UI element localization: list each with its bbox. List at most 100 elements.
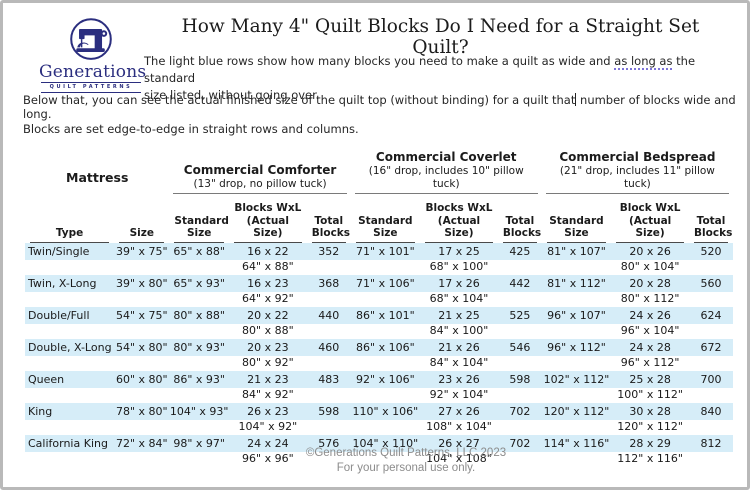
page-footer: ©Generations Quilt Patterns, LLC 2023 Fo… xyxy=(53,446,747,476)
empty-cell xyxy=(689,259,733,275)
coverlet-actual-size-cell: 108" x 104" xyxy=(420,419,498,435)
column-header-coverlet-total-blocks: Total Blocks xyxy=(498,195,542,243)
column-header-label-size: Size xyxy=(119,227,165,243)
column-header-label-type: Type xyxy=(30,227,110,243)
empty-cell xyxy=(114,355,170,371)
comforter-standard-size-cell: 104" x 93" xyxy=(169,402,229,420)
comforter-actual-size-cell: 64" x 92" xyxy=(228,291,307,307)
quilt-blocks-table: Mattress Commercial Comforter (13" drop,… xyxy=(25,150,733,467)
intro2-text-before: Below that, you can see the actual finis… xyxy=(23,93,576,107)
bedspread-actual-size-cell: 80" x 104" xyxy=(611,259,690,275)
header-line: Size xyxy=(373,227,398,239)
column-header-label-bedspread-total-blocks: Total Blocks xyxy=(694,215,732,243)
empty-cell xyxy=(306,355,351,371)
empty-cell xyxy=(689,387,733,403)
header-line: Blocks xyxy=(311,227,351,239)
coverlet-total-blocks-cell: 598 xyxy=(497,370,542,388)
empty-cell xyxy=(541,323,612,339)
comforter-total-blocks-cell: 598 xyxy=(306,402,351,420)
empty-cell xyxy=(541,355,612,371)
bedspread-total-blocks-cell: 560 xyxy=(689,274,733,292)
comforter-actual-size-cell: 80" x 92" xyxy=(228,355,307,371)
empty-cell xyxy=(114,323,170,339)
comforter-standard-size-cell: 80" x 88" xyxy=(169,306,229,324)
header-line: Standard xyxy=(174,214,229,227)
comforter-blocks-wxl-cell: 24 x 24 xyxy=(228,434,307,452)
empty-cell xyxy=(169,387,229,403)
comforter-total-blocks-cell: 368 xyxy=(306,274,351,292)
coverlet-standard-size-cell: 92" x 106" xyxy=(350,370,421,388)
empty-cell xyxy=(350,323,421,339)
bedspread-blocks-wxl-cell: 24 x 28 xyxy=(611,338,690,356)
group-title-coverlet: Commercial Coverlet xyxy=(375,150,517,164)
coverlet-blocks-wxl-cell: 21 x 25 xyxy=(420,306,498,324)
bedspread-total-blocks-cell: 840 xyxy=(689,402,733,420)
empty-cell xyxy=(350,387,421,403)
comforter-blocks-wxl-cell: 20 x 22 xyxy=(228,306,307,324)
empty-cell xyxy=(689,419,733,435)
column-header-type: Type xyxy=(25,195,114,243)
comforter-standard-size-cell: 80" x 93" xyxy=(169,338,229,356)
copyright-text: ©Generations Quilt Patterns, LLC 2023 xyxy=(305,447,507,459)
comforter-standard-size-cell: 65" x 88" xyxy=(169,242,229,260)
empty-cell xyxy=(497,387,542,403)
column-header-bedspread-standard-size: Standard Size xyxy=(542,195,611,243)
mattress-type-cell: Double, X-Long xyxy=(25,338,115,356)
empty-cell xyxy=(25,323,115,339)
table-row-king: King 78" x 80" 104" x 93" 26 x 23 598 110" x … xyxy=(25,402,733,420)
empty-cell xyxy=(169,259,229,275)
table-row-actual-twin-single: 64" x 88" 68" x 100" 80" x 104" xyxy=(25,259,733,275)
mattress-size-cell: 39" x 75" xyxy=(114,242,170,260)
intro1-text-after: the standard xyxy=(144,54,696,85)
table-row-california-king: California King 72" x 84" 98" x 97" 24 x 24… xyxy=(25,434,733,452)
bedspread-standard-size-cell: 96" x 107" xyxy=(541,306,612,324)
logo-wordmark: Generations xyxy=(39,62,147,82)
empty-cell xyxy=(350,259,421,275)
bedspread-standard-size-cell: 120" x 112" xyxy=(541,402,612,420)
bedspread-actual-size-cell: 100" x 112" xyxy=(611,387,690,403)
group-subtitle-comforter: (13" drop, no pillow tuck) xyxy=(173,178,347,194)
bedspread-actual-size-cell: 80" x 112" xyxy=(611,291,690,307)
intro-paragraph-3[interactable]: Blocks are set edge-to-edge in straight … xyxy=(23,122,359,136)
group-title-bedspread: Commercial Bedspread xyxy=(559,150,716,164)
bedspread-blocks-wxl-cell: 24 x 26 xyxy=(611,306,690,324)
coverlet-actual-size-cell: 92" x 104" xyxy=(420,387,498,403)
bedspread-total-blocks-cell: 672 xyxy=(689,338,733,356)
table-row-double-x-long: Double, X-Long 54" x 80" 80" x 93" 20 x 23 4… xyxy=(25,338,733,356)
intro2-text-after: number of blocks wide and long. xyxy=(23,93,736,121)
empty-cell xyxy=(169,355,229,371)
comforter-actual-size-cell: 84" x 92" xyxy=(228,387,307,403)
empty-cell xyxy=(350,419,421,435)
empty-cell xyxy=(169,323,229,339)
coverlet-blocks-wxl-cell: 26 x 27 xyxy=(420,434,498,452)
coverlet-total-blocks-cell: 525 xyxy=(497,306,542,324)
comforter-total-blocks-cell: 352 xyxy=(306,242,351,260)
bedspread-actual-size-cell: 96" x 112" xyxy=(611,355,690,371)
table-row-actual-california-king: 96" x 96" 104" x 108" 112" x 116" xyxy=(25,451,733,467)
column-header-coverlet-standard-size: Standard Size xyxy=(351,195,420,243)
table-row-actual-double-x-long: 80" x 92" 84" x 104" 96" x 112" xyxy=(25,355,733,371)
empty-cell xyxy=(541,291,612,307)
intro-paragraph-2[interactable]: Below that, you can see the actual finis… xyxy=(23,93,738,121)
group-subtitle-coverlet: (16" drop, includes 10" pillow tuck) xyxy=(354,165,538,194)
column-header-bedspread-blocks: Block WxL (Actual Size) xyxy=(611,195,689,243)
header-line: Type xyxy=(55,227,84,239)
bedspread-actual-size-cell: 96" x 104" xyxy=(611,323,690,339)
column-header-label-comforter-blocks: Blocks WxL (Actual Size) xyxy=(233,202,302,243)
comforter-standard-size-cell: 86" x 93" xyxy=(169,370,229,388)
empty-cell xyxy=(306,323,351,339)
coverlet-actual-size-cell: 104" x 108" xyxy=(420,451,498,467)
empty-cell xyxy=(114,451,170,467)
page-title: How Many 4" Quilt Blocks Do I Need for a… xyxy=(181,16,700,58)
comforter-blocks-wxl-cell: 26 x 23 xyxy=(228,402,307,420)
intro-paragraph-1[interactable]: The light blue rows show how many blocks… xyxy=(144,53,724,104)
empty-cell xyxy=(689,291,733,307)
mattress-size-cell: 72" x 84" xyxy=(114,434,170,452)
coverlet-actual-size-cell: 68" x 100" xyxy=(420,259,498,275)
intro1-text-line2: size listed, without going over. xyxy=(144,88,320,102)
table-row-actual-double-full: 80" x 88" 84" x 100" 96" x 104" xyxy=(25,323,733,339)
comforter-total-blocks-cell: 483 xyxy=(306,370,351,388)
comforter-standard-size-cell: 98" x 97" xyxy=(169,434,229,452)
column-header-comforter-total-blocks: Total Blocks xyxy=(307,195,351,243)
